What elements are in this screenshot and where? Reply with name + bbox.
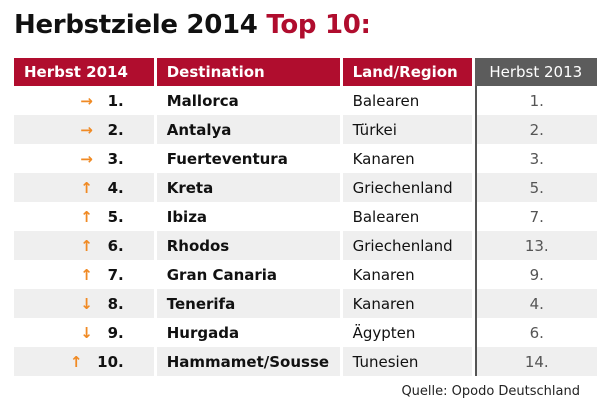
region: Balearen bbox=[352, 91, 420, 110]
title-main: Herbstziele 2014 bbox=[14, 10, 258, 40]
previous-rank: 4. bbox=[474, 289, 597, 318]
rank-cell: → 2. bbox=[14, 115, 154, 144]
previous-rank: 5. bbox=[474, 173, 597, 202]
previous-rank: 7. bbox=[474, 202, 597, 231]
destination: Gran Canaria bbox=[166, 265, 278, 284]
rank-cell: ↑ 5. bbox=[14, 202, 154, 231]
region: Griechenland bbox=[342, 231, 472, 260]
arrow-down-icon: ↓ bbox=[80, 323, 93, 342]
previous-rank: 1. bbox=[474, 86, 597, 115]
rank-cell: → 1. bbox=[14, 86, 154, 115]
arrow-up-icon: ↑ bbox=[80, 207, 93, 226]
arrow-right-icon: → bbox=[80, 91, 93, 110]
destination: Rhodos bbox=[156, 231, 340, 260]
rank: 1. bbox=[107, 91, 124, 110]
rank-cell: ↓ 9. bbox=[14, 318, 154, 347]
rank-cell: ↓ 8. bbox=[14, 289, 154, 318]
table-row: → 2. Antalya Türkei 2. bbox=[14, 115, 597, 144]
arrow-up-icon: ↑ bbox=[80, 265, 93, 284]
rank-cell: ↑ 10. bbox=[14, 347, 154, 376]
header-herbst-2014: Herbst 2014 bbox=[14, 58, 154, 86]
region: Ägypten bbox=[352, 323, 416, 342]
destination: Fuerteventura bbox=[166, 149, 288, 168]
table-row: ↓ 9. Hurgada Ägypten 6. bbox=[14, 318, 597, 347]
destination: Antalya bbox=[156, 115, 340, 144]
rank-cell: ↑ 7. bbox=[14, 260, 154, 289]
rank-cell: ↑ 4. bbox=[14, 173, 154, 202]
rank: 8. bbox=[107, 294, 124, 313]
table-row: ↑ 4. Kreta Griechenland 5. bbox=[14, 173, 597, 202]
destination: Ibiza bbox=[166, 207, 208, 226]
region: Griechenland bbox=[342, 173, 472, 202]
destination: Kreta bbox=[156, 173, 340, 202]
previous-rank: 13. bbox=[474, 231, 597, 260]
destination: Mallorca bbox=[166, 91, 239, 110]
arrow-up-icon: ↑ bbox=[69, 352, 83, 371]
arrow-down-icon: ↓ bbox=[80, 294, 93, 313]
rank: 6. bbox=[107, 236, 124, 255]
region: Kanaren bbox=[352, 149, 415, 168]
source-note: Quelle: Opodo Deutschland bbox=[401, 384, 580, 399]
header-region: Land/Region bbox=[342, 58, 472, 86]
table-row: → 1. Mallorca Balearen 1. bbox=[14, 86, 597, 115]
rank: 10. bbox=[97, 352, 124, 371]
rank-cell: → 3. bbox=[14, 144, 154, 173]
rank: 2. bbox=[107, 120, 124, 139]
region: Türkei bbox=[342, 115, 472, 144]
region: Tunesien bbox=[342, 347, 472, 376]
previous-rank: 2. bbox=[474, 115, 597, 144]
region: Balearen bbox=[352, 207, 420, 226]
destination: Hammamet/Sousse bbox=[156, 347, 340, 376]
table-row: ↓ 8. Tenerifa Kanaren 4. bbox=[14, 289, 597, 318]
rank-cell: ↑ 6. bbox=[14, 231, 154, 260]
destination: Tenerifa bbox=[156, 289, 340, 318]
ranking-table: Herbst 2014 Destination Land/Region Herb… bbox=[11, 58, 600, 376]
arrow-right-icon: → bbox=[80, 120, 93, 139]
previous-rank: 9. bbox=[474, 260, 597, 289]
destination: Hurgada bbox=[166, 323, 240, 342]
previous-rank: 6. bbox=[474, 318, 597, 347]
rank: 7. bbox=[107, 265, 124, 284]
region: Kanaren bbox=[342, 289, 472, 318]
title-accent: Top 10: bbox=[266, 10, 371, 40]
table-row: ↑ 6. Rhodos Griechenland 13. bbox=[14, 231, 597, 260]
arrow-up-icon: ↑ bbox=[80, 236, 93, 255]
previous-rank: 14. bbox=[474, 347, 597, 376]
rank: 3. bbox=[107, 149, 124, 168]
region: Kanaren bbox=[352, 265, 415, 284]
header-destination: Destination bbox=[156, 58, 340, 86]
table-row: → 3. Fuerteventura Kanaren 3. bbox=[14, 144, 597, 173]
rank: 9. bbox=[107, 323, 124, 342]
arrow-up-icon: ↑ bbox=[80, 178, 93, 197]
table-row: ↑ 5. Ibiza Balearen 7. bbox=[14, 202, 597, 231]
header-herbst-2013: Herbst 2013 bbox=[474, 58, 597, 86]
arrow-right-icon: → bbox=[80, 149, 93, 168]
rank: 4. bbox=[107, 178, 124, 197]
page-title: Herbstziele 2014 Top 10: bbox=[14, 10, 371, 40]
table-row: ↑ 10. Hammamet/Sousse Tunesien 14. bbox=[14, 347, 597, 376]
table-row: ↑ 7. Gran Canaria Kanaren 9. bbox=[14, 260, 597, 289]
rank: 5. bbox=[107, 207, 124, 226]
previous-rank: 3. bbox=[474, 144, 597, 173]
